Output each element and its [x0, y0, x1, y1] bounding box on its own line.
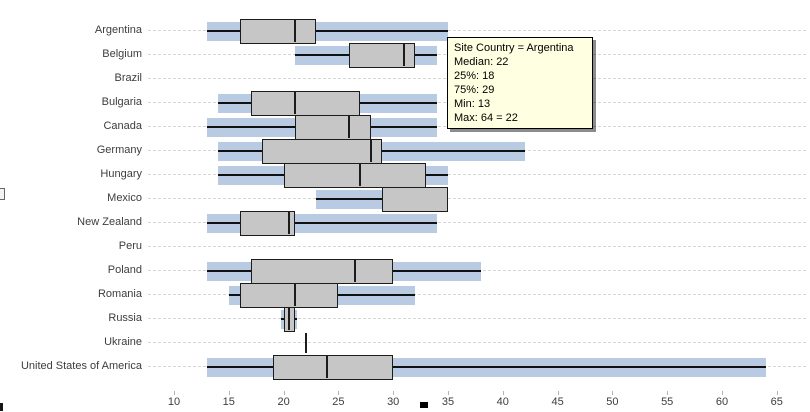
y-axis-label: Canada: [103, 120, 142, 132]
row-gridline: [148, 222, 806, 223]
whisker-line: [206, 30, 448, 32]
row-gridline: [148, 246, 806, 247]
row-gridline: [148, 30, 806, 31]
x-axis-tick-label: 55: [661, 396, 674, 408]
y-axis-label: Poland: [107, 264, 142, 276]
iqr-box[interactable]: [239, 18, 317, 44]
y-axis-label: Belgium: [102, 48, 142, 60]
iqr-box[interactable]: [239, 210, 295, 236]
x-axis-tick-label: 60: [715, 396, 729, 408]
row-gridline: [148, 294, 806, 295]
y-axis-label: Peru: [118, 240, 142, 252]
median-line: [353, 260, 356, 282]
x-axis-tick: [448, 391, 449, 395]
median-line: [370, 140, 373, 162]
iqr-box[interactable]: [294, 114, 372, 140]
x-axis-tick: [502, 391, 504, 395]
single-value-line[interactable]: [304, 333, 307, 353]
tooltip-line-min: Min: 13: [454, 98, 491, 110]
iqr-box[interactable]: [283, 162, 427, 188]
median-line: [326, 356, 329, 378]
y-axis-label: Mexico: [107, 192, 142, 204]
x-axis-tick: [722, 391, 723, 395]
median-line: [288, 212, 291, 234]
x-axis-tick: [393, 391, 395, 395]
x-axis-tick-label: 65: [770, 396, 783, 408]
x-axis-tick-label: 45: [551, 396, 564, 408]
median-line: [403, 44, 406, 66]
row-gridline: [148, 318, 806, 319]
median-line: [293, 20, 296, 42]
median-line: [293, 284, 296, 306]
iqr-box[interactable]: [250, 90, 361, 116]
tooltip-line-q3: 75%: 29: [454, 84, 495, 96]
x-axis-tick: [667, 391, 669, 395]
x-axis-tick-label: 35: [441, 396, 455, 408]
y-axis-label: United States of America: [20, 360, 142, 372]
whisker-line: [206, 222, 438, 224]
y-axis-label: Argentina: [94, 24, 142, 36]
tooltip-title: Site Country = Argentina: [454, 42, 574, 54]
x-axis-tick-label: 50: [606, 396, 619, 408]
x-axis-tick: [612, 391, 614, 395]
y-axis-label: Ukraine: [104, 336, 142, 348]
iqr-box[interactable]: [250, 258, 394, 284]
x-axis-tick: [776, 391, 778, 395]
median-line: [359, 164, 362, 186]
iqr-box[interactable]: [349, 42, 416, 68]
x-axis-tick: [283, 391, 285, 395]
y-axis-label: Russia: [108, 312, 142, 324]
row-gridline: [148, 342, 806, 343]
iqr-box[interactable]: [239, 282, 339, 308]
whisker-line: [316, 198, 448, 200]
tooltip-line-max: Max: 64 = 22: [454, 112, 518, 124]
y-axis-label: New Zealand: [77, 216, 142, 228]
iqr-box[interactable]: [261, 138, 383, 164]
iqr-box[interactable]: [272, 354, 394, 380]
x-axis-tick-label: 15: [222, 396, 235, 408]
x-axis-tick: [557, 391, 559, 395]
median-line: [348, 116, 351, 138]
y-axis-label: Hungary: [100, 168, 142, 180]
clipped-glyph-left-icon: [0, 188, 5, 200]
iqr-box[interactable]: [382, 186, 448, 212]
whisker-line: [206, 366, 766, 368]
cursor-square-icon: [420, 402, 428, 408]
tooltip-line-median: Median: 22: [454, 56, 509, 68]
tooltip-line-q1: 25%: 18: [454, 70, 495, 82]
y-axis-label: Brazil: [114, 72, 142, 84]
median-line: [293, 92, 296, 114]
y-axis-label: Germany: [96, 144, 142, 156]
y-axis-label: Bulgaria: [101, 96, 142, 108]
row-gridline: [148, 198, 806, 199]
x-axis-tick: [228, 391, 230, 395]
row-gridline: [148, 174, 806, 175]
clipped-glyph-bottom-left-icon: [0, 403, 3, 411]
x-axis-tick-label: 30: [387, 396, 400, 408]
y-axis-label: Romania: [97, 288, 142, 300]
x-axis-tick-label: 20: [277, 396, 290, 408]
hover-tooltip: Site Country = Argentina Median: 22 25%:…: [447, 37, 593, 129]
x-axis-tick: [174, 391, 175, 395]
x-axis-tick-label: 40: [496, 396, 509, 408]
x-axis-tick-label: 10: [167, 396, 181, 408]
x-axis-tick: [338, 391, 340, 395]
median-line: [288, 308, 291, 330]
x-axis-tick-label: 25: [332, 396, 345, 408]
